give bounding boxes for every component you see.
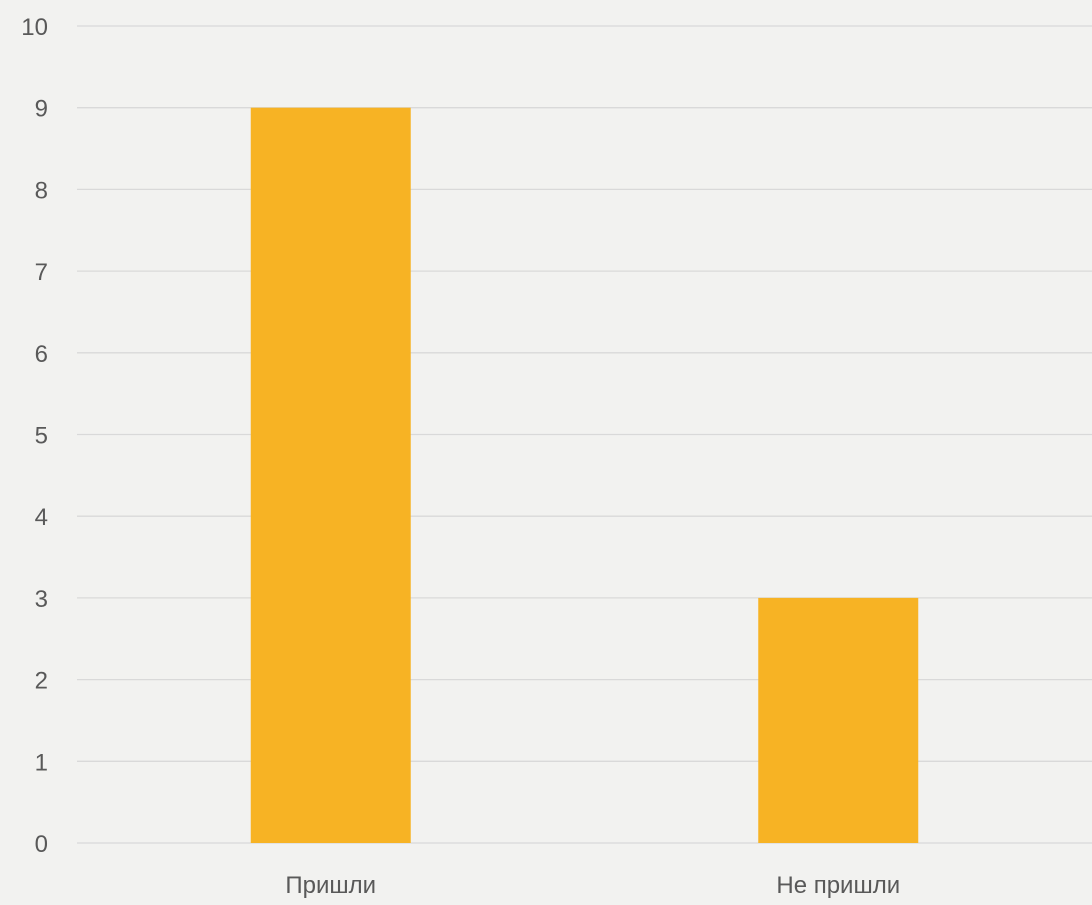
gridlines — [77, 25, 1092, 844]
y-tick-label: 7 — [35, 259, 48, 286]
y-tick-label: 4 — [35, 504, 48, 531]
y-tick-label: 3 — [35, 586, 48, 613]
x-tick-label: Пришли — [285, 872, 376, 899]
y-tick-label: 2 — [35, 668, 48, 695]
y-tick-label: 1 — [35, 749, 48, 776]
y-tick-label: 5 — [35, 423, 48, 450]
bar-1 — [250, 107, 411, 843]
x-axis-tick-labels: Пришли Не пришли — [285, 872, 900, 899]
bar-2 — [758, 597, 919, 843]
y-axis-tick-labels: 0 1 2 3 4 5 6 7 8 9 10 — [21, 14, 48, 858]
y-tick-label: 6 — [35, 341, 48, 368]
y-tick-label: 0 — [35, 831, 48, 858]
y-tick-label: 8 — [35, 177, 48, 204]
y-tick-label: 10 — [21, 14, 48, 41]
bars — [250, 107, 919, 843]
y-tick-label: 9 — [35, 96, 48, 123]
x-tick-label: Не пришли — [776, 872, 900, 899]
